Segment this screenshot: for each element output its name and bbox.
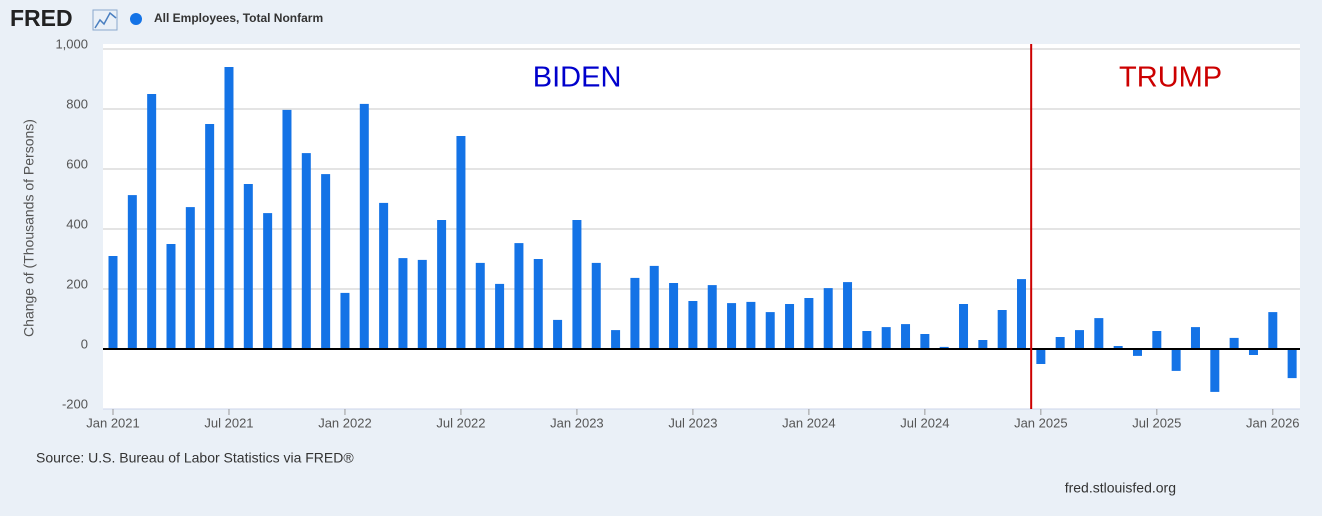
bar	[533, 259, 543, 349]
bar	[553, 319, 563, 349]
y-tick-label: 200	[66, 276, 88, 291]
bar	[804, 298, 814, 349]
bar	[1152, 331, 1162, 349]
bar	[359, 103, 369, 350]
bar	[1268, 312, 1278, 349]
legend-swatch	[130, 13, 142, 25]
x-tick-label: Jan 2026	[1246, 415, 1300, 430]
bar	[475, 262, 485, 349]
x-tick-label: Jul 2023	[668, 415, 717, 430]
bar	[785, 304, 795, 349]
x-tick-label: Jul 2024	[900, 415, 949, 430]
bar	[862, 331, 872, 349]
bar	[1132, 349, 1142, 356]
x-tick-label: Jan 2024	[782, 415, 836, 430]
bar	[978, 340, 988, 349]
y-tick-label: -200	[62, 396, 88, 411]
bar	[1248, 349, 1258, 355]
legend-label: All Employees, Total Nonfarm	[154, 11, 323, 25]
annotation: TRUMP	[1119, 62, 1222, 94]
bar	[630, 277, 640, 349]
bar	[959, 304, 969, 349]
source: Source: U.S. Bureau of Labor Statistics …	[36, 450, 354, 466]
bar	[1075, 330, 1084, 349]
bar	[572, 220, 582, 349]
bar	[920, 334, 930, 349]
logo-icon-frame	[92, 9, 118, 31]
bar	[147, 94, 157, 349]
bar	[166, 244, 176, 349]
bar	[591, 262, 601, 349]
logo-icon	[94, 11, 117, 29]
bar	[1210, 349, 1220, 392]
x-tick-label: Jul 2022	[436, 415, 485, 430]
x-tick-label: Jan 2021	[86, 415, 140, 430]
bar	[881, 327, 891, 349]
bar	[997, 310, 1007, 349]
bar	[746, 301, 756, 349]
bar	[901, 324, 911, 349]
y-tick-label: 0	[81, 336, 88, 351]
bar	[1094, 318, 1104, 349]
bar	[1036, 349, 1046, 364]
bar	[263, 213, 273, 349]
bar	[1229, 337, 1239, 349]
bar	[688, 301, 698, 349]
bar	[669, 283, 679, 349]
bar	[417, 259, 427, 349]
bar	[707, 285, 717, 349]
bar	[243, 184, 253, 349]
bar	[1171, 349, 1181, 371]
bar	[1113, 346, 1123, 349]
bar	[495, 283, 505, 349]
bar	[437, 220, 447, 349]
logo: FRED	[10, 5, 73, 31]
bar	[611, 330, 621, 349]
x-tick-label: Jan 2025	[1014, 415, 1068, 430]
bar	[1190, 327, 1200, 349]
bar	[321, 174, 331, 349]
bar	[843, 282, 853, 349]
x-tick-label: Jul 2025	[1132, 415, 1181, 430]
y-tick-label: 600	[66, 156, 88, 171]
bar	[1287, 349, 1297, 379]
y-tick-label: 800	[66, 96, 88, 111]
y-axis-label: Change of (Thousands of Persons)	[21, 119, 37, 337]
bar	[398, 258, 408, 349]
y-tick-label: 400	[66, 216, 88, 231]
bar	[224, 67, 234, 349]
bar	[205, 124, 215, 349]
annotation: BIDEN	[533, 62, 622, 94]
bar	[456, 136, 466, 349]
bar	[127, 195, 137, 349]
bar	[340, 292, 350, 349]
x-tick-label: Jul 2021	[204, 415, 253, 430]
bar	[823, 288, 833, 349]
bar	[1055, 337, 1065, 349]
x-tick-label: Jan 2022	[318, 415, 372, 430]
bar	[379, 202, 389, 349]
bar	[185, 207, 195, 349]
bar	[1017, 279, 1027, 349]
bar	[939, 346, 949, 349]
bar	[301, 153, 311, 349]
y-tick-label: 1,000	[55, 36, 88, 51]
bar	[727, 303, 737, 349]
url: fred.stlouisfed.org	[1065, 480, 1176, 496]
bar	[649, 265, 659, 349]
x-tick-label: Jan 2023	[550, 415, 604, 430]
bar	[282, 109, 292, 350]
bar	[514, 243, 524, 349]
bar	[108, 256, 118, 349]
bar	[765, 312, 775, 349]
